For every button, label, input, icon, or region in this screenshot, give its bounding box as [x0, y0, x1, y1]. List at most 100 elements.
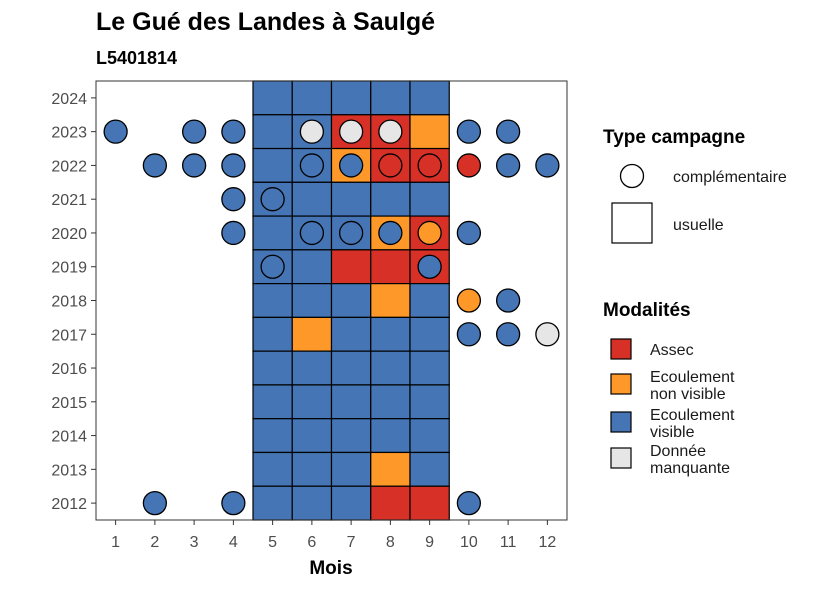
x-tick-label-1: 1	[111, 534, 120, 551]
point-2023-7	[338, 119, 364, 144]
point-2023-4	[221, 119, 246, 144]
tile-2014-7	[330, 418, 372, 454]
tile-2015-5	[252, 384, 293, 420]
point-2017-11	[495, 322, 521, 347]
tile-2015-8	[370, 384, 411, 420]
legend-key-complementaire	[619, 163, 645, 189]
tile-2019-6	[291, 249, 333, 285]
tile-2017-8	[370, 316, 411, 352]
point-2020-10	[456, 220, 482, 246]
legend-label-complementaire: complémentaire	[673, 169, 787, 186]
tile-2014-6	[291, 418, 333, 454]
tile-2017-6	[291, 316, 333, 352]
point-2018-11	[495, 288, 521, 313]
tile-2013-7	[330, 451, 372, 487]
point-2022-3	[181, 153, 207, 178]
tile-2014-9	[409, 418, 450, 454]
y-tick-label-2012: 2012	[51, 496, 87, 513]
point-2019-9	[417, 254, 442, 279]
tile-2024-7	[330, 80, 372, 116]
tile-2019-7	[330, 249, 372, 285]
y-tick-label-2020: 2020	[51, 226, 87, 243]
point-2023-10	[456, 119, 482, 144]
point-2022-2	[142, 153, 168, 178]
tile-2021-8	[370, 181, 411, 217]
point-2023-3	[181, 119, 207, 144]
tile-2023-9	[409, 114, 450, 150]
point-2022-6	[299, 153, 325, 178]
legend-label-donnée-manquante: Donnée manquante	[650, 443, 730, 477]
y-tick-label-2015: 2015	[51, 395, 87, 412]
point-2012-4	[221, 490, 246, 516]
point-2022-10	[456, 153, 482, 178]
y-tick-label-2022: 2022	[51, 158, 87, 175]
point-2020-7	[338, 220, 364, 246]
point-2023-6	[299, 119, 325, 144]
x-tick-label-3: 3	[190, 534, 199, 551]
point-2020-9	[417, 220, 442, 246]
tile-2019-8	[370, 249, 411, 285]
legend-key-ecoulement-visible	[610, 411, 632, 433]
point-2020-8	[378, 220, 403, 246]
tile-2020-5	[252, 215, 293, 251]
point-2017-12	[535, 322, 560, 347]
x-tick-label-6: 6	[307, 534, 316, 551]
y-tick-label-2023: 2023	[51, 125, 87, 142]
tile-2024-8	[370, 80, 411, 116]
y-tick-label-2021: 2021	[51, 192, 87, 209]
y-tick-label-2019: 2019	[51, 260, 87, 277]
tile-2018-8	[370, 283, 411, 318]
point-2022-12	[535, 153, 560, 178]
tile-2015-6	[291, 384, 333, 420]
point-2022-4	[221, 153, 246, 178]
legend-key-ecoulement-non-visible	[610, 373, 632, 395]
tile-2014-8	[370, 418, 411, 454]
x-tick-label-2: 2	[150, 534, 159, 551]
point-2022-11	[495, 153, 521, 178]
tile-2021-6	[291, 181, 333, 217]
tile-2015-7	[330, 384, 372, 420]
tile-2018-7	[330, 283, 372, 318]
tile-2013-6	[291, 451, 333, 487]
tile-2018-9	[409, 283, 450, 318]
tile-2013-5	[252, 451, 293, 487]
chart-subtitle: L5401814	[96, 48, 177, 68]
tile-2012-5	[252, 485, 293, 521]
legend-key-assec	[610, 338, 632, 360]
tile-2016-6	[291, 350, 333, 386]
legend-key-usuelle	[611, 202, 653, 244]
tile-2024-5	[252, 80, 293, 116]
tile-2017-7	[330, 316, 372, 352]
tile-2016-9	[409, 350, 450, 386]
point-2020-4	[221, 220, 246, 246]
x-tick-label-9: 9	[425, 534, 434, 551]
legend-label-usuelle: usuelle	[673, 217, 724, 234]
tile-2021-9	[409, 181, 450, 217]
x-axis-title: Mois	[309, 558, 352, 579]
x-tick-label-8: 8	[386, 534, 395, 551]
y-tick-label-2018: 2018	[51, 294, 87, 311]
point-2018-10	[456, 288, 482, 313]
tile-2016-7	[330, 350, 372, 386]
tile-2012-6	[291, 485, 333, 521]
point-2021-4	[221, 187, 246, 212]
x-tick-label-10: 10	[460, 534, 478, 551]
chart-title: Le Gué des Landes à Saulgé	[96, 8, 435, 36]
tile-2014-5	[252, 418, 293, 454]
y-tick-label-2017: 2017	[51, 327, 87, 344]
tile-2012-9	[409, 485, 450, 521]
point-2017-10	[456, 322, 482, 347]
tile-2016-5	[252, 350, 293, 386]
point-2022-7	[338, 153, 364, 178]
point-2012-2	[142, 490, 168, 516]
y-tick-label-2014: 2014	[51, 429, 87, 446]
point-2023-11	[495, 119, 521, 144]
x-tick-label-11: 11	[500, 534, 517, 551]
point-2020-6	[299, 220, 325, 246]
legend-label-ecoulement-visible: Ecoulement visible	[650, 407, 735, 441]
legend-modalites-title: Modalités	[603, 300, 691, 321]
point-2021-5	[260, 187, 285, 212]
point-2022-9	[417, 153, 442, 178]
tile-2016-8	[370, 350, 411, 386]
